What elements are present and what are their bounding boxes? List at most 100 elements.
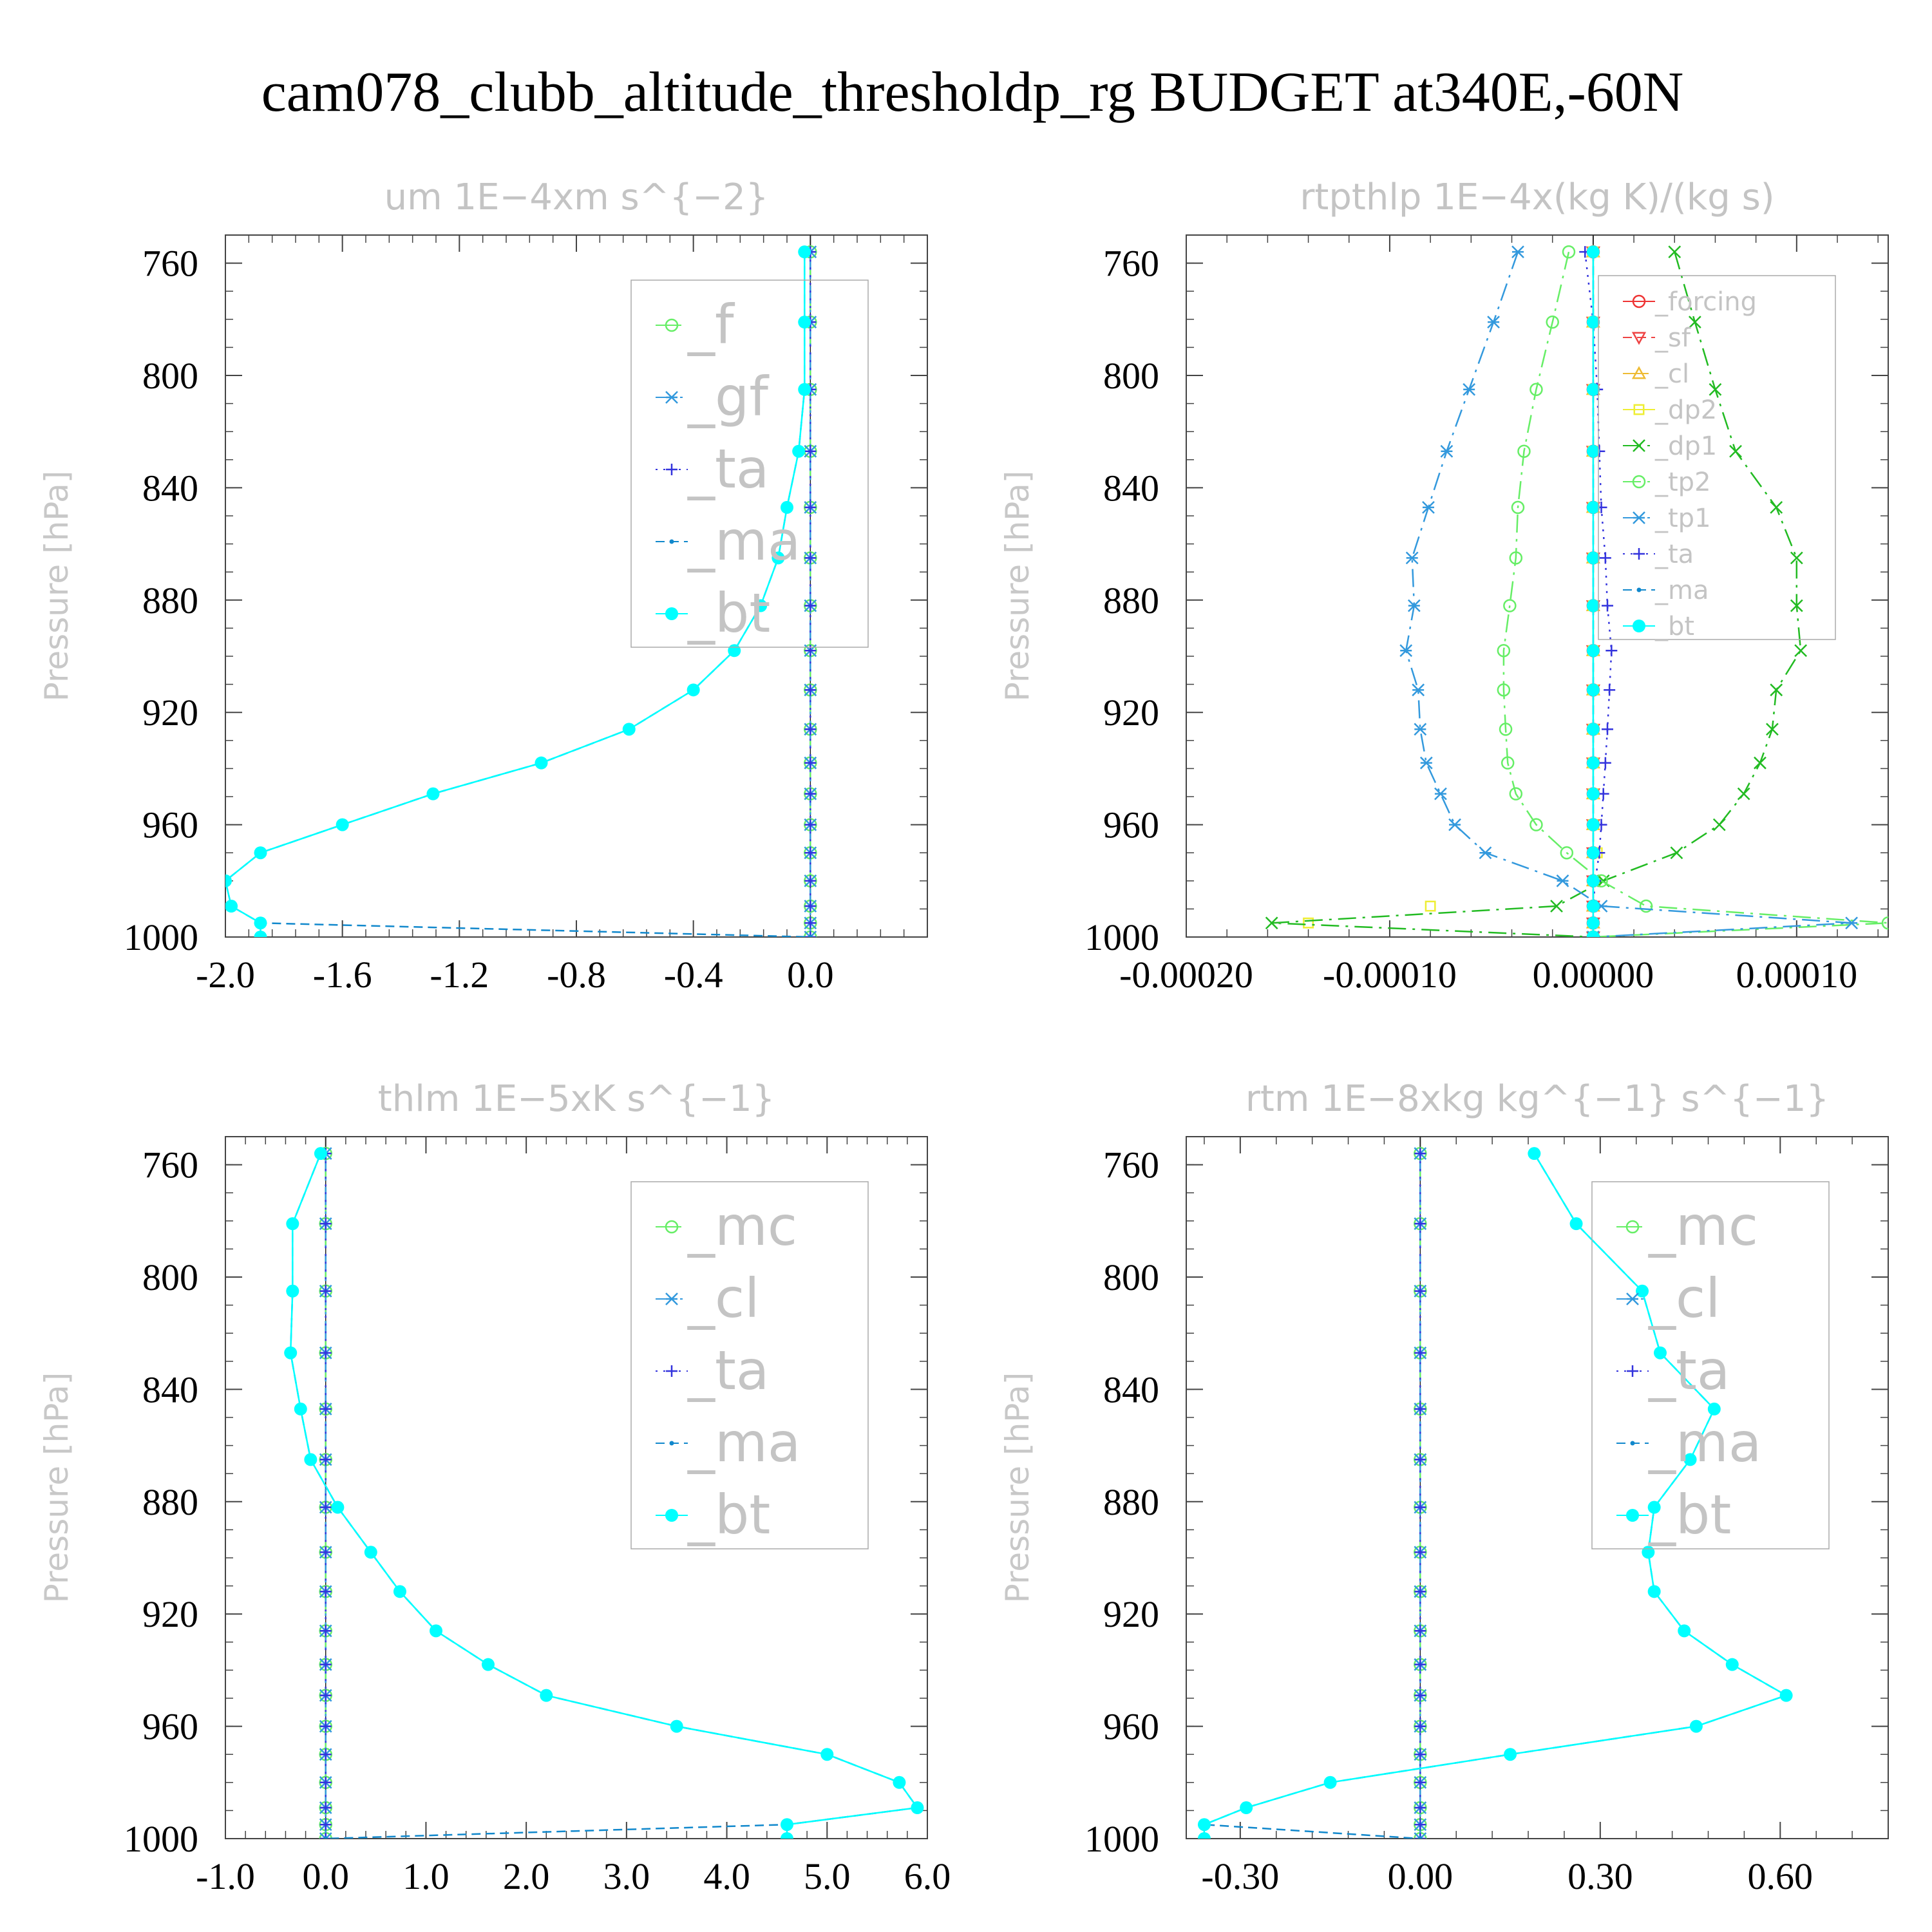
- legend-entry: _ma: [687, 1411, 800, 1474]
- legend-marker: [1633, 511, 1645, 524]
- data-point: [304, 1453, 317, 1466]
- data-point: [1414, 1833, 1426, 1839]
- legend-entry: _cl: [687, 1267, 760, 1330]
- data-point: [798, 383, 811, 396]
- data-point: [319, 1748, 332, 1761]
- data-point: [1414, 1832, 1427, 1839]
- legend-entry: _bt: [1648, 1483, 1731, 1546]
- data-point: [319, 1802, 332, 1814]
- data-point: [781, 1832, 793, 1839]
- data-point: [1448, 818, 1461, 831]
- data-point: [1265, 916, 1278, 930]
- x-tick-label: 0.00010: [1736, 954, 1858, 996]
- legend-marker: [1627, 1365, 1638, 1377]
- x-tick-label: -1.2: [430, 954, 489, 996]
- legend-marker: [1631, 332, 1647, 345]
- legend-entry: _ma: [687, 509, 800, 573]
- panel-2: rtpthlp 1E−4x(kg K)/(kg s) Pressure [hPa]…: [999, 176, 1889, 996]
- y-tick-label: 1000: [124, 916, 198, 958]
- x-tick-label: 2.0: [503, 1855, 550, 1897]
- y-tick-label: 800: [142, 355, 198, 397]
- data-point: [1487, 316, 1500, 329]
- x-tick-label: -0.00020: [1119, 954, 1253, 996]
- data-point: [1586, 818, 1600, 831]
- data-point: [804, 684, 817, 696]
- legend-entry: _tp2: [1654, 468, 1711, 497]
- data-point: [1586, 931, 1600, 937]
- y-axis-title: Pressure [hPa]: [999, 1372, 1036, 1604]
- data-point: [286, 1284, 299, 1298]
- y-tick-label: 880: [142, 580, 198, 621]
- data-point: [1240, 1801, 1253, 1815]
- legend-entry: _forcing: [1654, 287, 1757, 317]
- data-point: [1509, 787, 1523, 800]
- y-tick-label: 960: [142, 1706, 198, 1748]
- data-point: [225, 874, 232, 887]
- data-point: [1414, 1501, 1426, 1513]
- data-point: [1414, 1218, 1426, 1230]
- legend-entry: _cl: [1648, 1267, 1721, 1330]
- data-point: [1546, 315, 1559, 329]
- data-point: [1197, 1818, 1211, 1832]
- data-point: [1197, 1832, 1211, 1839]
- data-point: [1688, 316, 1701, 329]
- legend-marker: [1632, 475, 1646, 489]
- data-point: [772, 551, 785, 565]
- data-point: [1405, 551, 1419, 565]
- data-point: [1414, 1689, 1426, 1701]
- data-point: [1414, 1148, 1426, 1160]
- data-point: [1642, 1546, 1655, 1559]
- data-point: [1528, 1147, 1541, 1160]
- series-line-tp1: [1405, 251, 1852, 937]
- y-axis-title: Pressure [hPa]: [38, 471, 75, 702]
- data-point: [1422, 501, 1435, 514]
- legend-marker: [1633, 439, 1645, 452]
- data-point: [254, 931, 267, 937]
- data-point: [1636, 1284, 1649, 1298]
- data-point: [1779, 1689, 1793, 1702]
- data-point: [323, 1836, 328, 1839]
- data-point: [1586, 644, 1600, 658]
- legend-marker: [666, 464, 677, 475]
- data-point: [319, 1347, 332, 1359]
- data-point: [1499, 723, 1513, 736]
- data-point: [1766, 723, 1779, 736]
- data-point: [1414, 1454, 1426, 1466]
- data-point: [1399, 644, 1413, 658]
- data-point: [1414, 1658, 1426, 1671]
- legend-entry: _gf: [687, 365, 770, 428]
- data-point: [1599, 757, 1611, 769]
- data-point: [1414, 1403, 1426, 1415]
- data-point: [1729, 444, 1742, 458]
- series-line-dp1: [1271, 251, 1802, 937]
- x-tick-label: 0.00: [1388, 1855, 1454, 1897]
- data-point: [540, 1689, 553, 1702]
- y-tick-label: 1000: [1084, 1818, 1159, 1860]
- data-point: [1497, 644, 1511, 658]
- legend-marker: [669, 539, 674, 544]
- panel-title: thlm 1E−5xK s^{−1}: [378, 1078, 775, 1120]
- panel-title: rtpthlp 1E−4x(kg K)/(kg s): [1300, 176, 1774, 218]
- y-tick-label: 800: [142, 1256, 198, 1298]
- legend: _mc _cl _ta _ma _bt: [1591, 1181, 1830, 1549]
- data-point: [1504, 1748, 1517, 1761]
- data-point: [1479, 846, 1492, 860]
- data-point: [808, 934, 813, 937]
- legend-entry: _tp1: [1654, 504, 1711, 533]
- x-tick-label: 4.0: [703, 1855, 750, 1897]
- data-point: [893, 1776, 906, 1789]
- legend-marker: [665, 1220, 679, 1234]
- data-point: [1586, 683, 1600, 697]
- y-tick-label: 760: [1103, 243, 1159, 285]
- x-tick-label: 0.60: [1748, 1855, 1814, 1897]
- data-point: [319, 1819, 332, 1831]
- legend-entry: _ta: [1648, 1339, 1730, 1402]
- legend-marker: [1633, 548, 1645, 560]
- data-point: [1530, 383, 1543, 397]
- legend-box: [1598, 275, 1836, 640]
- data-point: [804, 931, 817, 937]
- data-point: [1414, 1720, 1426, 1732]
- data-point: [804, 847, 817, 859]
- plot-frame: [1186, 234, 1889, 938]
- data-point: [670, 1719, 683, 1733]
